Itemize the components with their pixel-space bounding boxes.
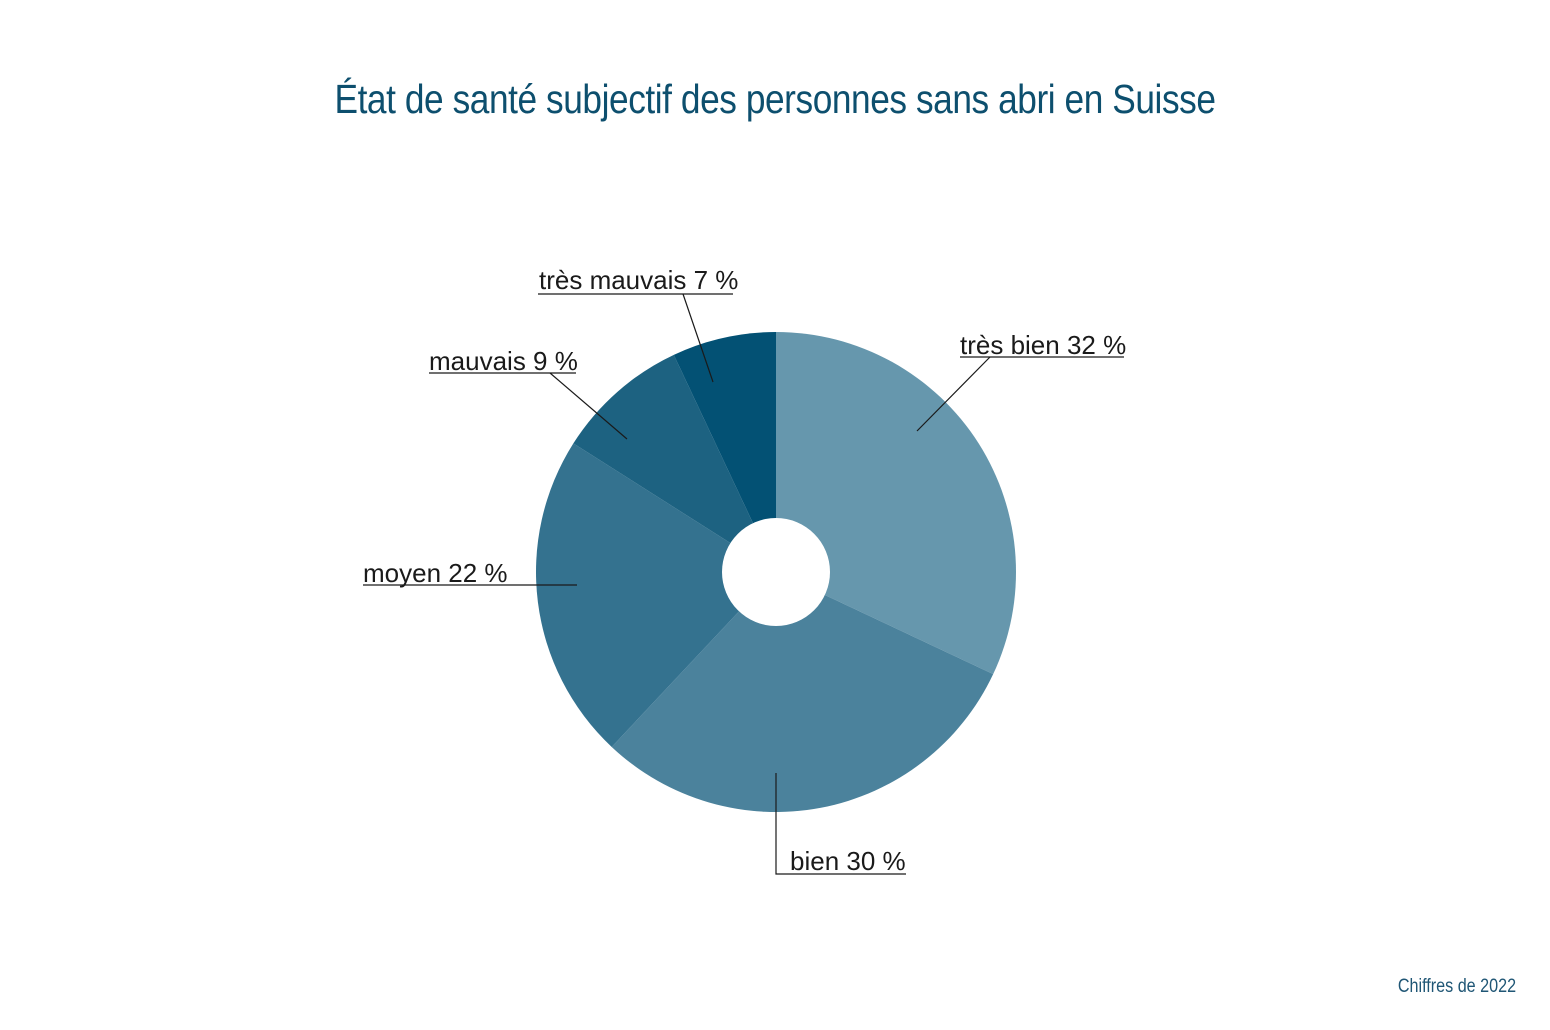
label-tres-mauvais: très mauvais 7 %	[539, 265, 738, 295]
slice-très-mauvais	[673, 332, 776, 572]
leader-lines	[363, 293, 1124, 875]
slice-moyen	[536, 443, 776, 747]
label-moyen: moyen 22 %	[363, 558, 508, 588]
source-note: Chiffres de 2022	[1397, 976, 1516, 997]
pie-slices	[536, 332, 1017, 812]
chart-title: État de santé subjectif des personnes sa…	[334, 76, 1216, 122]
slice-bien	[611, 572, 994, 812]
donut-hole	[722, 518, 830, 626]
label-tres-bien: très bien 32 %	[960, 330, 1126, 360]
label-mauvais: mauvais 9 %	[429, 346, 578, 376]
label-bien: bien 30 %	[790, 846, 906, 876]
slice-très-bien	[776, 332, 1017, 675]
slice-mauvais	[573, 354, 776, 572]
